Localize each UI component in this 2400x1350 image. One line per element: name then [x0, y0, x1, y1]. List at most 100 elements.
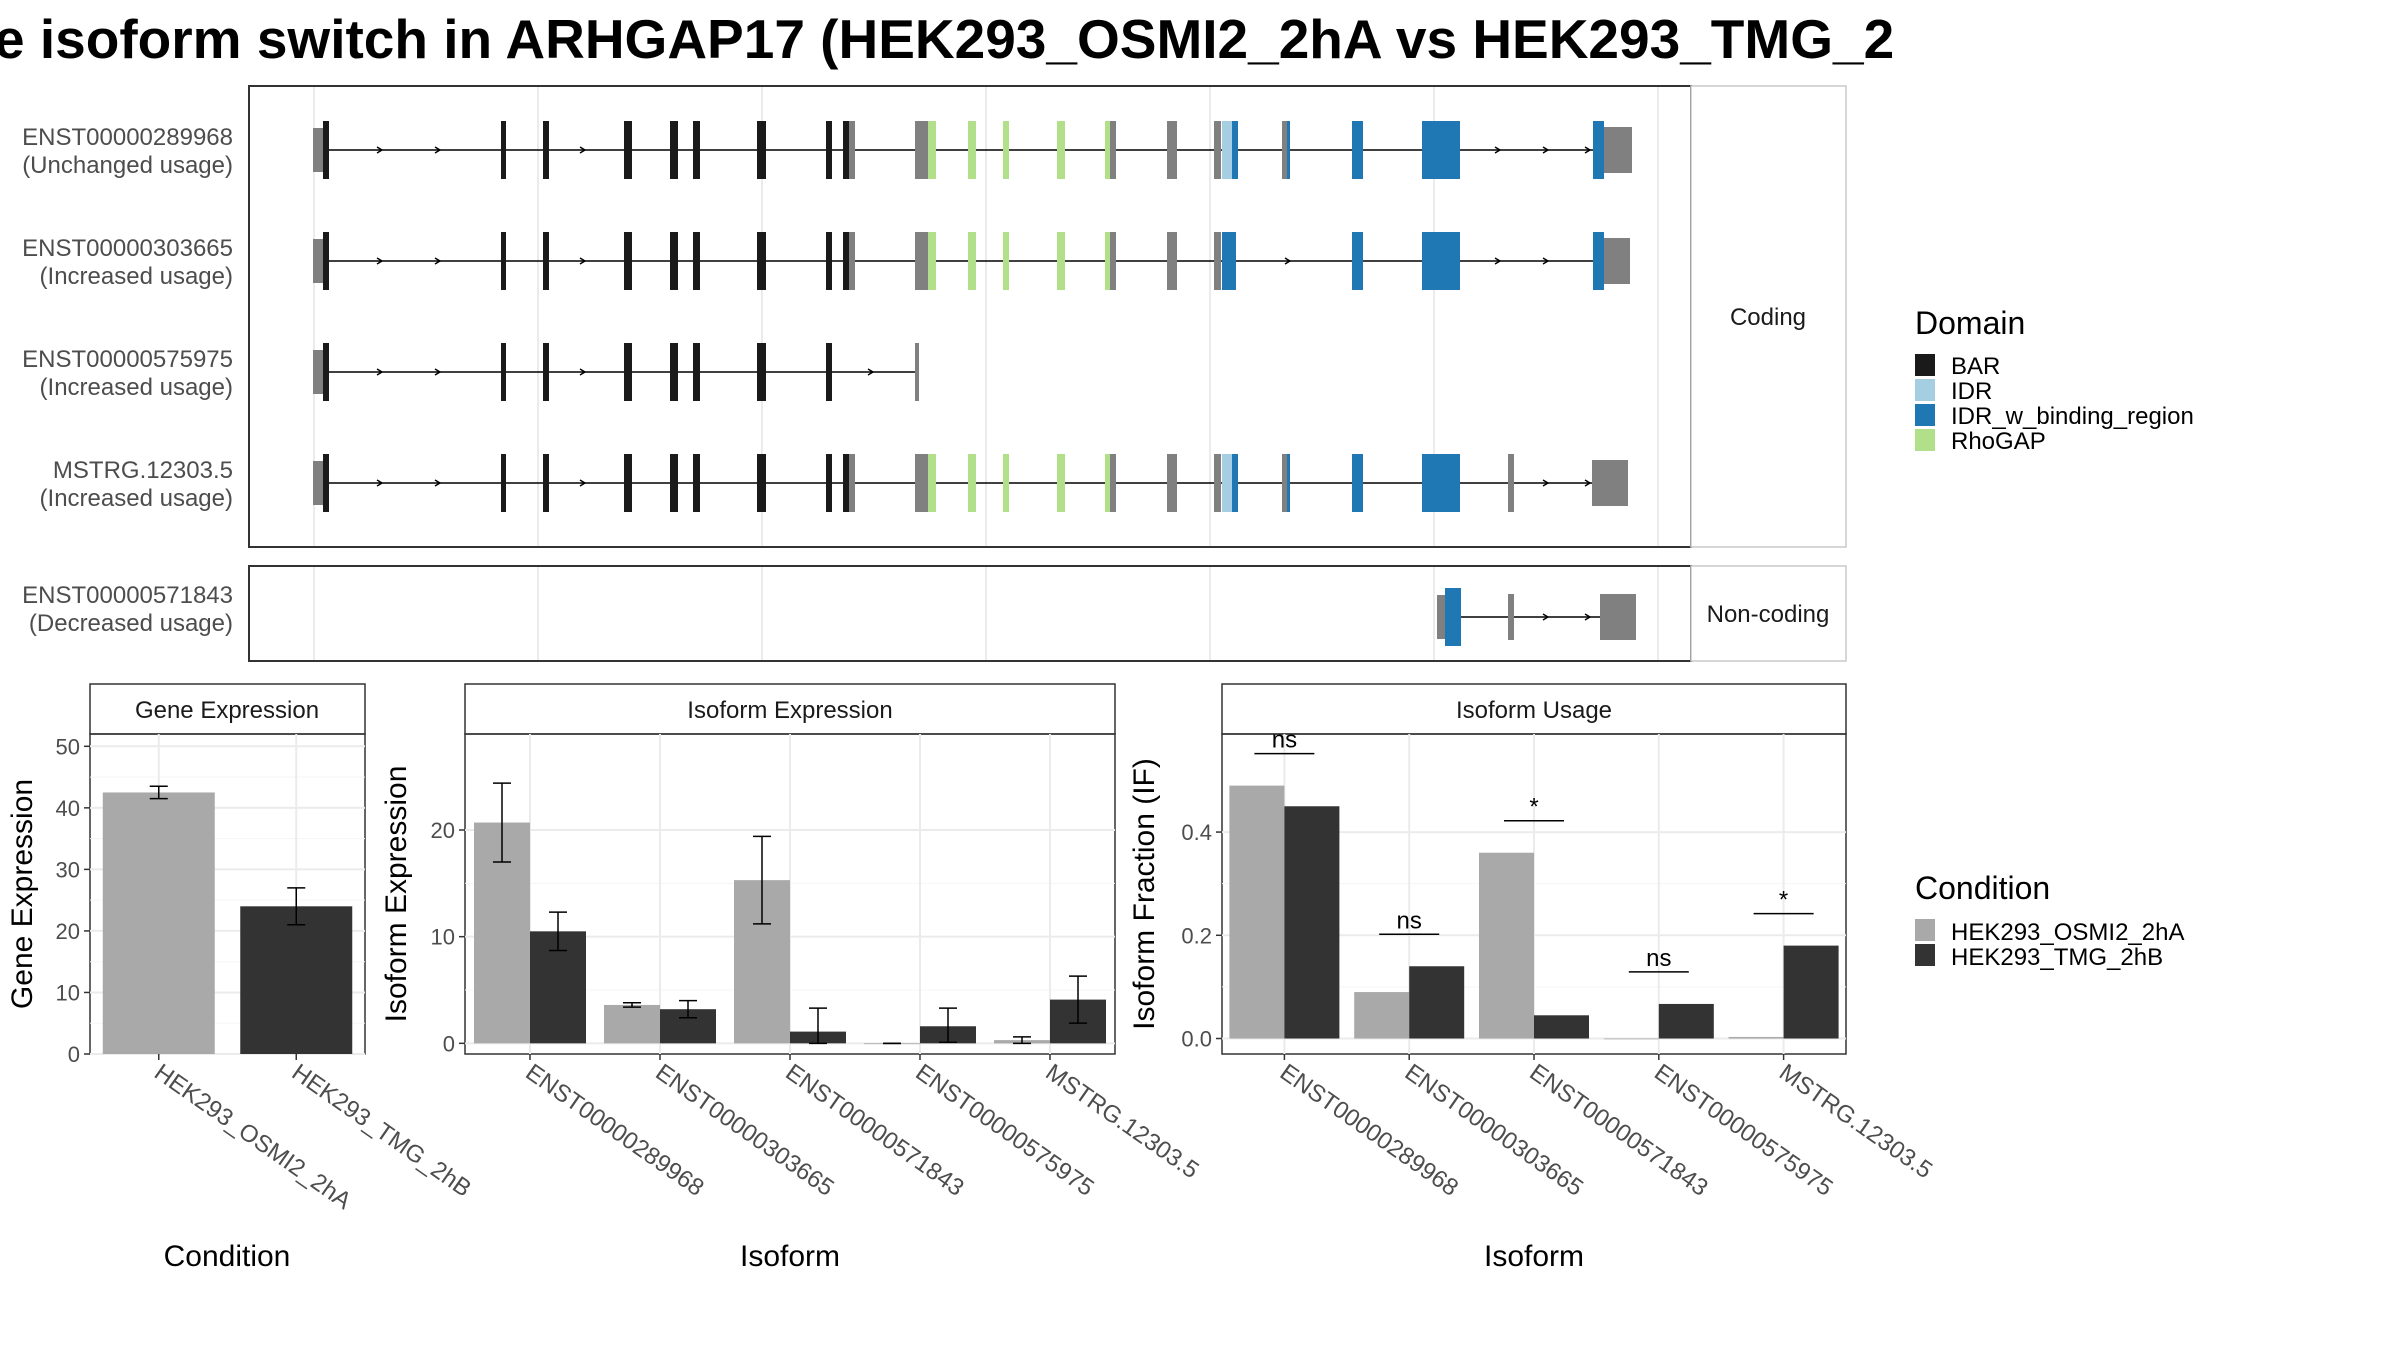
exon-block: [1214, 232, 1221, 290]
utr-block: [1437, 595, 1445, 639]
utr-block: [1592, 460, 1628, 506]
exon-block: [1110, 454, 1116, 512]
y-tick-label: 0: [443, 1031, 455, 1056]
bar: [1479, 852, 1534, 1039]
bar: [1409, 966, 1465, 1039]
legend-label-condition-a: HEK293_OSMI2_2hA: [1951, 919, 2184, 946]
y-tick-label: 30: [56, 857, 80, 882]
strand-arrow: [1542, 257, 1550, 265]
y-tick-label: 0: [68, 1042, 80, 1067]
strand-arrow: [1584, 146, 1592, 154]
exon-block: [849, 232, 855, 290]
y-tick-label: 20: [431, 818, 455, 843]
bar: [604, 1004, 660, 1044]
strand-arrow: [579, 257, 587, 265]
exon-block: [1214, 121, 1221, 179]
exon-block: [1352, 454, 1363, 512]
bar: [1229, 785, 1285, 1039]
exon-block: [501, 343, 506, 401]
y-tick-label: 0.0: [1181, 1027, 1212, 1052]
exon-block: [543, 454, 549, 512]
exon-block: [1422, 232, 1460, 290]
legend-key-idr: [1915, 379, 1935, 401]
isoform-usage-xlabel: Isoform: [1484, 1240, 1584, 1273]
exon-block: [915, 232, 928, 290]
bar: [1534, 1015, 1589, 1039]
legend-label-idr-binding: IDR_w_binding_region: [1951, 403, 2194, 430]
isoform-id-label: ENST00000571843: [22, 582, 233, 609]
significance-label: ns: [1646, 945, 1671, 972]
strand-arrow: [1494, 146, 1502, 154]
rhogap-exon: [968, 121, 976, 179]
exon-block: [693, 454, 700, 512]
significance-label: *: [1529, 794, 1538, 821]
strand-arrow: [1542, 613, 1550, 621]
exon-block: [915, 121, 928, 179]
utr-block: [1600, 594, 1636, 640]
coding-strip: [1690, 85, 1847, 548]
domain-legend-title: Domain: [1915, 305, 2025, 341]
condition-legend-title: Condition: [1915, 870, 2050, 906]
exon-block: [1167, 121, 1177, 179]
coding-strip-label: Coding: [1730, 304, 1806, 331]
exon-block: [849, 121, 855, 179]
rhogap-exon: [1057, 232, 1065, 290]
strand-arrow: [579, 368, 587, 376]
exon-block: [1232, 454, 1238, 512]
exon-block: [843, 121, 849, 179]
exon-block: [843, 454, 849, 512]
legend-label-condition-b: HEK293_TMG_2hB: [1951, 944, 2163, 971]
exon-block: [323, 232, 329, 290]
strand-arrow: [867, 368, 875, 376]
exon-block: [323, 121, 329, 179]
significance-label: ns: [1272, 727, 1297, 754]
exon-block: [624, 343, 632, 401]
exon-block: [693, 121, 700, 179]
exon-block: [1214, 454, 1221, 512]
y-tick-label: 50: [56, 734, 80, 759]
exon-block: [757, 454, 766, 512]
exon-block: [1422, 121, 1460, 179]
bar: [1658, 1003, 1714, 1039]
exon-block: [1352, 121, 1363, 179]
exon-block: [670, 232, 678, 290]
exon-block: [670, 343, 678, 401]
bar: [1783, 945, 1839, 1039]
transcript-tracks: [313, 121, 1636, 646]
exon-block: [826, 454, 832, 512]
legend-key-idr-binding: [1915, 404, 1935, 426]
exon-block: [826, 232, 832, 290]
bar: [240, 906, 353, 1054]
exon-block: [693, 343, 700, 401]
strand-arrow: [376, 479, 384, 487]
exon-block: [543, 232, 549, 290]
exon-block: [323, 454, 329, 512]
exon-block: [915, 343, 919, 401]
utr-block: [1604, 238, 1630, 284]
exon-block: [1422, 454, 1460, 512]
bar: [102, 792, 215, 1054]
strand-arrow: [1494, 257, 1502, 265]
bar: [1728, 1036, 1784, 1039]
rhogap-exon: [928, 232, 936, 290]
exon-block: [915, 454, 928, 512]
exon-block: [1110, 121, 1116, 179]
exon-block: [543, 121, 549, 179]
legend-label-idr: IDR: [1951, 378, 1992, 405]
rhogap-exon: [1105, 454, 1113, 512]
exon-block: [1445, 588, 1461, 646]
rhogap-exon: [1105, 121, 1113, 179]
y-tick-label: 40: [56, 796, 80, 821]
rhogap-exon: [1003, 232, 1009, 290]
y-tick-label: 10: [56, 980, 80, 1005]
exon-block: [670, 454, 678, 512]
isoform-expression-plot: 01020ENST00000289968ENST00000303665ENST0…: [431, 734, 1204, 1202]
utr-block: [1604, 127, 1632, 173]
rhogap-exon: [928, 454, 936, 512]
exon-block: [757, 343, 766, 401]
exon-block: [670, 121, 678, 179]
exon-block: [1222, 232, 1236, 290]
gene-expression-ylabel: Gene Expression: [6, 779, 39, 1009]
exon-block: [624, 232, 632, 290]
